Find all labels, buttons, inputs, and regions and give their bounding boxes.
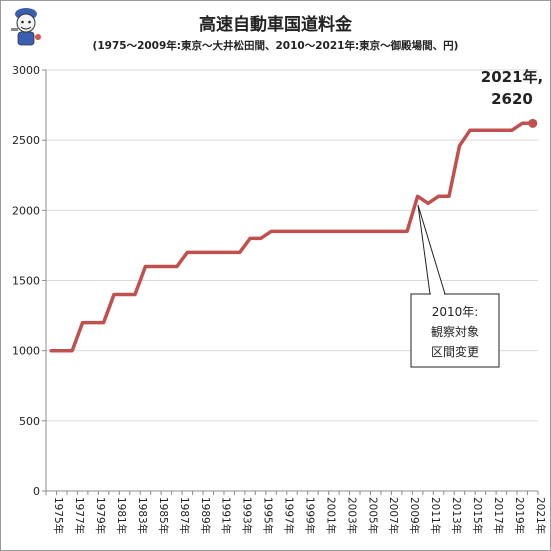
mascot-logo: [11, 8, 41, 46]
end-point-label-year: 2021年,: [481, 68, 543, 86]
callout-line-2: 観察対象: [431, 325, 479, 339]
x-tick-label: 1991年: [220, 497, 233, 534]
y-tick-label: 1500: [12, 275, 40, 288]
x-tick-label: 2003年: [345, 497, 358, 534]
x-tick-label: 2007年: [387, 497, 400, 534]
x-tick-label: 2005年: [366, 497, 379, 534]
end-point-label-value: 2620: [491, 90, 533, 108]
x-tick-label: 1985年: [157, 497, 170, 534]
gridlines: [46, 69, 538, 422]
x-tick-label: 2017年: [492, 497, 505, 534]
y-tick-label: 2000: [12, 204, 40, 217]
y-tick-label: 1000: [12, 345, 40, 358]
x-tick-label: 1975年: [52, 497, 65, 534]
y-axis: 0 500 1000 1500 2000 2500 3000: [12, 64, 47, 498]
chart-title: 高速自動車国道料金: [199, 15, 352, 35]
change-callout: 2010年: 観察対象 区間変更: [410, 204, 500, 368]
x-tick-label: 1981年: [115, 497, 128, 534]
callout-line-3: 区間変更: [431, 344, 479, 359]
series-line: [49, 121, 535, 353]
end-point-marker: [528, 118, 538, 128]
x-tick-label: 1979年: [94, 497, 107, 534]
x-axis: 1975年 1977年 1979年 1981年 1983年 1985年 1987年 1989年…: [45, 490, 547, 534]
x-tick-label: 1983年: [136, 497, 149, 534]
x-tick-label: 1999年: [303, 497, 316, 534]
x-tick-label: 2013年: [450, 497, 463, 534]
x-tick-label: 2019年: [513, 497, 526, 534]
callout-box: [410, 293, 500, 368]
y-tick-label: 3000: [12, 64, 40, 77]
series: [49, 118, 538, 353]
x-tick-label: 1987年: [178, 497, 191, 534]
x-tick-label: 2021年: [534, 497, 547, 534]
x-tick-label: 1997年: [283, 497, 296, 534]
y-tick-label: 500: [19, 415, 40, 428]
x-tick-label: 1977年: [73, 497, 86, 534]
annotations: 2021年, 2620 2010年: 観察対象 区間変更: [410, 68, 543, 368]
callout-line-1: 2010年:: [432, 305, 479, 319]
x-tick-label: 2015年: [471, 497, 484, 534]
x-tick-label: 1993年: [241, 497, 254, 534]
x-tick-label: 2009年: [408, 497, 421, 534]
x-tick-label: 1989年: [199, 497, 212, 534]
x-tick-label: 2011年: [429, 497, 442, 534]
x-tick-label: 2001年: [324, 497, 337, 534]
y-tick-label: 2500: [12, 134, 40, 147]
y-tick-label: 0: [33, 485, 40, 498]
chart-subtitle: (1975～2009年:東京～大井松田間、2010～2021年:東京～御殿場間、…: [92, 40, 459, 52]
x-tick-label: 1995年: [262, 497, 275, 534]
